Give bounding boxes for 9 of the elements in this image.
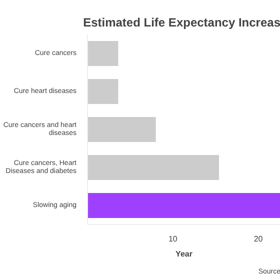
bar	[88, 192, 280, 218]
bar	[88, 40, 118, 66]
x-axis-title: Year	[176, 250, 192, 258]
bar	[88, 154, 220, 180]
x-tick-label: 10	[168, 234, 178, 244]
chart-title: Estimated Life Expectancy Increas	[83, 16, 280, 30]
bar	[88, 116, 156, 142]
x-tick-label: 20	[254, 234, 264, 244]
bar	[88, 78, 118, 104]
